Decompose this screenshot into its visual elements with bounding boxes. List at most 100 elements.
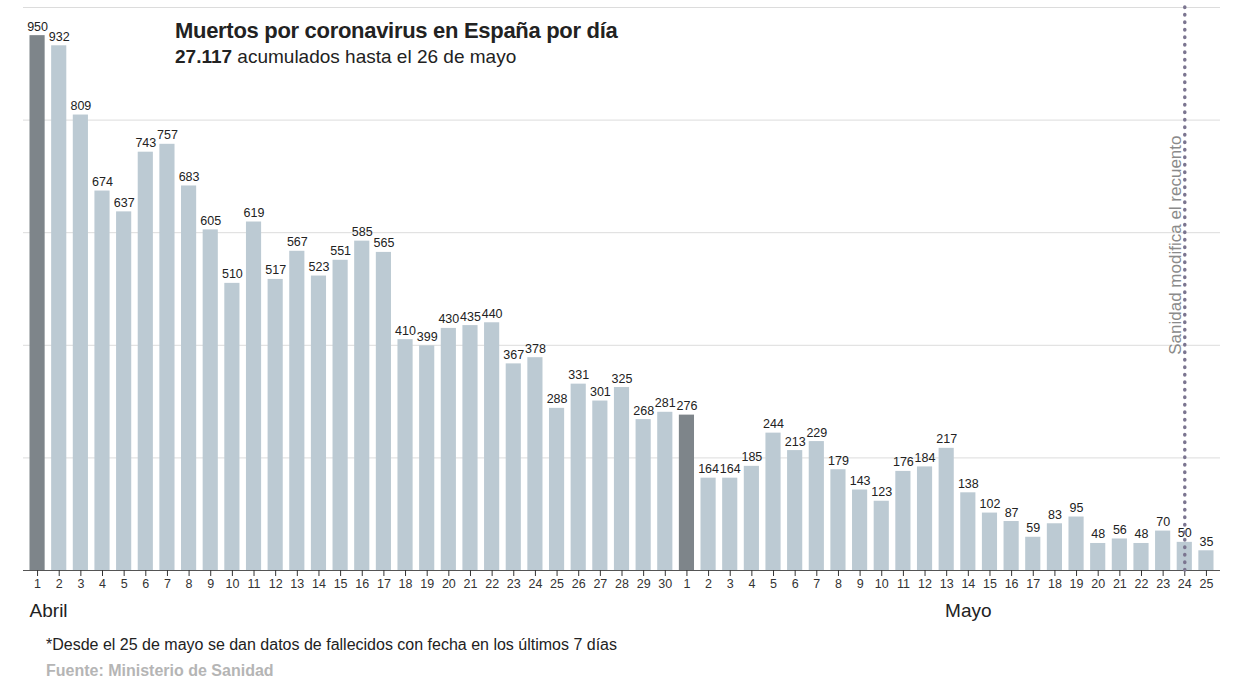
svg-text:4: 4: [748, 577, 755, 591]
svg-text:19: 19: [1070, 577, 1084, 591]
svg-text:1: 1: [34, 577, 41, 591]
svg-text:2: 2: [705, 577, 712, 591]
svg-text:809: 809: [70, 99, 91, 113]
svg-text:378: 378: [525, 342, 546, 356]
svg-text:20: 20: [442, 577, 456, 591]
svg-text:21: 21: [464, 577, 478, 591]
svg-text:276: 276: [677, 399, 698, 413]
svg-text:18: 18: [1048, 577, 1062, 591]
svg-text:23: 23: [1156, 577, 1170, 591]
svg-text:7: 7: [164, 577, 171, 591]
svg-text:16: 16: [1005, 577, 1019, 591]
svg-text:565: 565: [373, 236, 394, 250]
svg-text:605: 605: [200, 214, 221, 228]
svg-text:637: 637: [114, 196, 135, 210]
svg-text:3: 3: [77, 577, 84, 591]
svg-text:932: 932: [49, 30, 70, 44]
svg-text:35: 35: [1199, 535, 1213, 549]
svg-text:176: 176: [893, 455, 914, 469]
svg-text:6: 6: [142, 577, 149, 591]
svg-text:11: 11: [248, 577, 261, 591]
svg-text:9: 9: [207, 577, 214, 591]
svg-text:5: 5: [121, 577, 128, 591]
svg-text:185: 185: [741, 450, 762, 464]
svg-text:102: 102: [980, 497, 1001, 511]
svg-text:138: 138: [958, 477, 979, 491]
svg-text:27: 27: [593, 577, 607, 591]
svg-text:15: 15: [334, 577, 348, 591]
svg-text:743: 743: [135, 136, 156, 150]
svg-text:14: 14: [312, 577, 326, 591]
svg-text:510: 510: [222, 267, 243, 281]
svg-text:26: 26: [572, 577, 586, 591]
svg-text:29: 29: [637, 577, 651, 591]
svg-text:17: 17: [1026, 577, 1040, 591]
svg-text:59: 59: [1026, 521, 1040, 535]
svg-text:674: 674: [92, 175, 113, 189]
svg-text:12: 12: [269, 577, 283, 591]
svg-text:11: 11: [897, 577, 910, 591]
svg-text:2: 2: [56, 577, 63, 591]
svg-text:435: 435: [460, 310, 481, 324]
svg-text:410: 410: [395, 324, 416, 338]
svg-text:551: 551: [330, 244, 351, 258]
svg-text:331: 331: [568, 368, 589, 382]
svg-text:244: 244: [763, 417, 784, 431]
svg-text:28: 28: [615, 577, 629, 591]
svg-text:16: 16: [355, 577, 369, 591]
svg-text:22: 22: [485, 577, 499, 591]
svg-text:20: 20: [1091, 577, 1105, 591]
svg-text:18: 18: [399, 577, 413, 591]
svg-text:25: 25: [550, 577, 564, 591]
svg-text:10: 10: [225, 577, 239, 591]
svg-text:184: 184: [915, 451, 936, 465]
svg-text:30: 30: [658, 577, 672, 591]
svg-text:7: 7: [813, 577, 820, 591]
svg-text:21: 21: [1113, 577, 1127, 591]
svg-text:22: 22: [1135, 577, 1149, 591]
svg-text:17: 17: [377, 577, 391, 591]
svg-text:268: 268: [633, 404, 654, 418]
svg-text:15: 15: [983, 577, 997, 591]
svg-text:Sanidad modifica el recuento: Sanidad modifica el recuento: [1166, 136, 1185, 355]
svg-text:24: 24: [1178, 577, 1192, 591]
svg-text:12: 12: [918, 577, 932, 591]
svg-text:217: 217: [936, 432, 957, 446]
svg-text:1: 1: [683, 577, 690, 591]
svg-text:4: 4: [99, 577, 106, 591]
svg-text:301: 301: [590, 385, 611, 399]
svg-text:123: 123: [871, 485, 892, 499]
svg-text:619: 619: [244, 206, 265, 220]
svg-text:950: 950: [27, 20, 48, 34]
svg-text:213: 213: [785, 435, 806, 449]
svg-text:13: 13: [290, 577, 304, 591]
svg-text:70: 70: [1156, 515, 1170, 529]
svg-text:83: 83: [1048, 508, 1062, 522]
svg-text:399: 399: [417, 330, 438, 344]
svg-text:440: 440: [482, 307, 503, 321]
svg-text:48: 48: [1091, 527, 1105, 541]
svg-text:567: 567: [287, 235, 308, 249]
svg-text:23: 23: [507, 577, 521, 591]
svg-text:14: 14: [961, 577, 975, 591]
svg-text:517: 517: [265, 263, 286, 277]
svg-text:6: 6: [792, 577, 799, 591]
svg-text:3: 3: [727, 577, 734, 591]
svg-text:367: 367: [503, 348, 524, 362]
svg-text:523: 523: [309, 260, 330, 274]
svg-text:Abril: Abril: [30, 600, 68, 621]
svg-text:229: 229: [806, 426, 827, 440]
svg-text:87: 87: [1005, 506, 1019, 520]
svg-text:430: 430: [438, 312, 459, 326]
svg-text:24: 24: [528, 577, 542, 591]
svg-text:683: 683: [179, 170, 200, 184]
svg-text:757: 757: [157, 128, 178, 142]
svg-text:8: 8: [186, 577, 193, 591]
svg-text:143: 143: [850, 474, 871, 488]
svg-text:281: 281: [655, 396, 676, 410]
svg-text:179: 179: [828, 454, 849, 468]
svg-text:325: 325: [612, 372, 633, 386]
svg-text:164: 164: [720, 462, 741, 476]
svg-text:288: 288: [547, 392, 568, 406]
svg-text:19: 19: [420, 577, 434, 591]
